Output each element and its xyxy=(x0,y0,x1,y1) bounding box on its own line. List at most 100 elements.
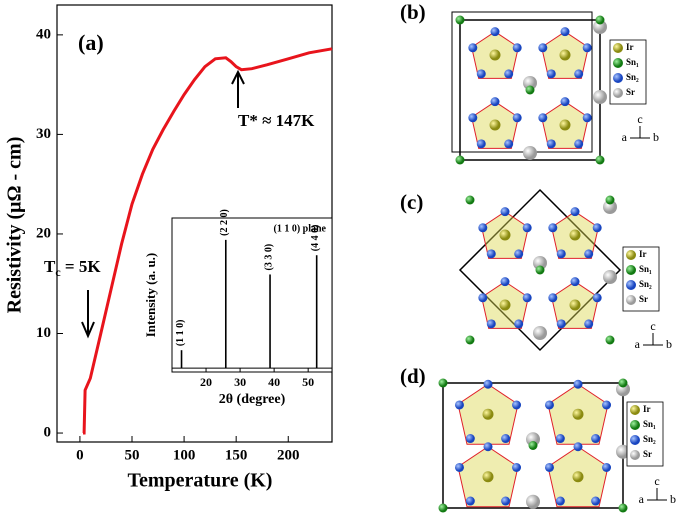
legend-swatch xyxy=(630,450,640,460)
legend-label: Sn₁ xyxy=(643,419,656,429)
atom xyxy=(483,442,493,452)
atom xyxy=(512,43,522,53)
y-tick-label: 30 xyxy=(36,126,51,142)
y-tick-label: 0 xyxy=(44,424,52,440)
panel-label: (b) xyxy=(400,0,426,24)
atom xyxy=(556,249,566,259)
atom xyxy=(544,400,554,410)
atom xyxy=(512,113,522,123)
legend-swatch xyxy=(613,73,623,83)
inset-y-label: Intensity (a. u.) xyxy=(143,253,158,338)
atom xyxy=(514,249,524,259)
atom xyxy=(482,408,494,420)
peak-label: (2 2 0) xyxy=(219,209,230,236)
inset-x-tick-label: 50 xyxy=(302,375,314,389)
panel-label: (c) xyxy=(400,190,423,214)
peak-label: (3 3 0) xyxy=(263,244,274,271)
atom xyxy=(574,69,584,79)
atom xyxy=(504,139,514,149)
x-tick-label: 50 xyxy=(125,447,140,463)
atom xyxy=(489,49,501,61)
x-axis-label: Temperature (K) xyxy=(128,470,273,492)
atom xyxy=(465,434,475,444)
atom xyxy=(500,277,510,287)
x-tick-label: 200 xyxy=(277,447,300,463)
atom xyxy=(490,27,500,37)
legend-swatch xyxy=(613,43,623,53)
atom xyxy=(468,113,478,123)
axis-letter: c xyxy=(650,319,655,333)
legend-swatch xyxy=(613,88,623,98)
axis-letter: a xyxy=(635,337,641,351)
atom xyxy=(593,20,607,34)
atom xyxy=(478,223,488,233)
annotation: Tc = 5K xyxy=(44,257,101,279)
atom xyxy=(522,223,532,233)
atom xyxy=(546,69,556,79)
legend-swatch xyxy=(626,265,636,275)
atom xyxy=(514,319,524,329)
atom xyxy=(465,195,475,205)
axis-letter: b xyxy=(670,492,676,506)
cell xyxy=(451,11,593,153)
atom xyxy=(478,293,488,303)
atom xyxy=(538,113,548,123)
atom xyxy=(512,400,522,410)
legend-label: Sr xyxy=(643,449,652,459)
atom xyxy=(560,27,570,37)
inset-x-tick-label: 20 xyxy=(200,375,212,389)
x-tick-label: 150 xyxy=(225,447,248,463)
cell xyxy=(458,188,622,352)
x-tick-label: 100 xyxy=(173,447,196,463)
atom xyxy=(486,249,496,259)
atom xyxy=(548,223,558,233)
atom xyxy=(569,229,581,241)
atom xyxy=(603,200,617,214)
atom xyxy=(592,223,602,233)
legend-label: Sr xyxy=(639,294,648,304)
atom xyxy=(603,270,617,284)
inset-title: (1 1 0) plane xyxy=(274,223,327,234)
annotation: T* ≈ 147K xyxy=(238,111,315,130)
legend-label: Sn₂ xyxy=(639,279,652,289)
atom xyxy=(533,256,547,270)
x-tick-label: 0 xyxy=(76,447,84,463)
arrow xyxy=(81,290,95,339)
axis-letter: b xyxy=(653,130,659,144)
panel-label: (a) xyxy=(78,30,104,55)
axis-letter: a xyxy=(639,492,645,506)
atom xyxy=(546,139,556,149)
atom xyxy=(602,463,612,473)
legend-label: Sr xyxy=(626,87,635,97)
legend-label: Ir xyxy=(626,42,634,52)
atom xyxy=(468,43,478,53)
atom xyxy=(465,335,475,345)
atom xyxy=(570,207,580,217)
atom xyxy=(499,299,511,311)
atom xyxy=(559,49,571,61)
atom xyxy=(455,155,465,165)
legend-swatch xyxy=(630,405,640,415)
atom xyxy=(595,155,605,165)
atom xyxy=(584,249,594,259)
y-axis-label: Resistivity (μΩ - cm) xyxy=(4,137,26,314)
atom xyxy=(483,379,493,389)
atom xyxy=(591,496,601,506)
atom xyxy=(535,265,545,275)
atom xyxy=(555,434,565,444)
annotation-text: c xyxy=(55,265,61,279)
atom xyxy=(618,503,628,513)
y-tick-label: 10 xyxy=(36,325,51,341)
atom xyxy=(490,97,500,107)
axis-letter: b xyxy=(666,337,672,351)
legend-label: Sn₁ xyxy=(639,264,652,274)
axis-arrow xyxy=(643,333,663,346)
atom xyxy=(573,442,583,452)
atom xyxy=(574,139,584,149)
atom xyxy=(523,146,537,160)
legend-swatch xyxy=(626,280,636,290)
atom xyxy=(465,496,475,506)
annotation-text: = 5K xyxy=(61,257,102,276)
